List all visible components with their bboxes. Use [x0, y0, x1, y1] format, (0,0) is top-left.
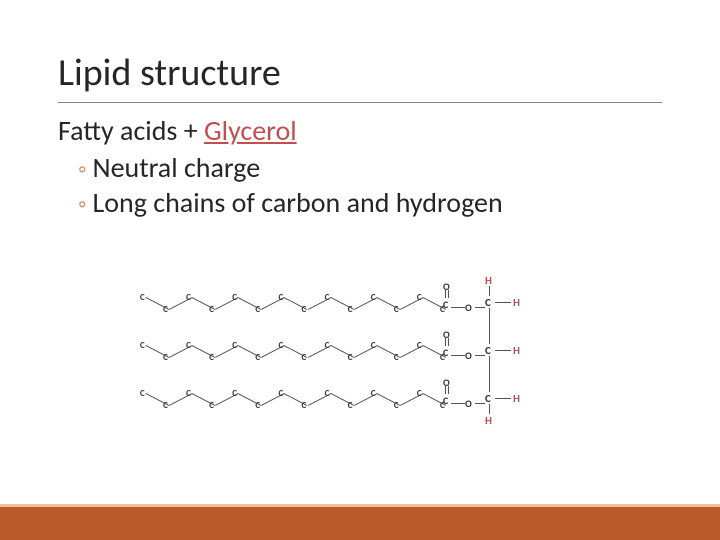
bullet-mark-icon: ◦ [78, 190, 87, 219]
carbon-atom: C [394, 304, 399, 315]
carboxyl-group: CO [440, 382, 466, 414]
carbon-atom: C [371, 388, 376, 399]
carbon-atom: C [255, 400, 260, 411]
ester-oxygen: O [465, 349, 472, 362]
carbon-atom: C [302, 352, 307, 363]
carbon-atom: C [255, 352, 260, 363]
carbon-atom: C [348, 400, 353, 411]
bullet-text: Long chains of carbon and hydrogen [93, 185, 503, 220]
carbon-atom: C [417, 388, 422, 399]
bullet-mark-icon: ◦ [78, 155, 87, 184]
carbon-atom: C [163, 352, 168, 363]
carbon-atom: C [417, 292, 422, 303]
carbon-atom: C [417, 340, 422, 351]
carboxyl-group: CO [440, 334, 466, 366]
slide-bottom-bar [0, 504, 720, 540]
carbon-atom: C [348, 304, 353, 315]
glycerol-hydrogen: H [513, 392, 520, 405]
glycerol-hydrogen: H [513, 344, 520, 357]
carbon-atom: C [302, 400, 307, 411]
carbon-atom: C [394, 400, 399, 411]
carbon-atom: C [371, 292, 376, 303]
ester-bond [475, 403, 485, 404]
carbon-atom: C [255, 304, 260, 315]
carboxyl-group: CO [440, 286, 466, 318]
carbon-atom: C [163, 304, 168, 315]
carbon-atom: C [186, 340, 191, 351]
ester-oxygen: O [465, 301, 472, 314]
carbon-atom: C [163, 400, 168, 411]
carbon-atom: C [302, 304, 307, 315]
bullet-list: ◦ Neutral charge ◦ Long chains of carbon… [78, 150, 662, 220]
ester-bond [451, 307, 465, 308]
slide-title: Lipid structure [58, 50, 662, 103]
ester-bond [451, 403, 465, 404]
ester-bond [451, 355, 465, 356]
carbon-atom: C [394, 352, 399, 363]
slide-body: Lipid structure Fatty acids + Glycerol ◦… [0, 0, 720, 540]
carbon-atom: C [140, 340, 145, 351]
glycerol-backbone: HCHCHCHH [485, 278, 565, 448]
subtitle-line: Fatty acids + Glycerol [58, 113, 662, 148]
bullet-text: Neutral charge [93, 150, 261, 185]
bullet-item: ◦ Long chains of carbon and hydrogen [78, 185, 662, 220]
glycerol-hydrogen: H [513, 296, 520, 309]
carbon-atom: C [140, 292, 145, 303]
ester-bond [475, 355, 485, 356]
triglyceride-diagram: CCCCCCCCCCCCCCCOOCCCCCCCCCCCCCCCOOCCCCCC… [140, 290, 570, 470]
subtitle-glycerol: Glycerol [204, 113, 297, 148]
carbon-atom: C [348, 352, 353, 363]
carbon-atom: C [209, 400, 214, 411]
carbon-atom: C [325, 388, 330, 399]
carbon-atom: C [209, 352, 214, 363]
carbon-atom: C [209, 304, 214, 315]
carbon-atom: C [186, 292, 191, 303]
ester-bond [475, 307, 485, 308]
subtitle-prefix: Fatty acids + [58, 113, 204, 148]
carbon-atom: C [371, 340, 376, 351]
bullet-item: ◦ Neutral charge [78, 150, 662, 185]
ester-oxygen: O [465, 397, 472, 410]
carbon-atom: C [325, 292, 330, 303]
carbon-atom: C [186, 388, 191, 399]
carbon-atom: C [325, 340, 330, 351]
carbon-atom: C [140, 388, 145, 399]
